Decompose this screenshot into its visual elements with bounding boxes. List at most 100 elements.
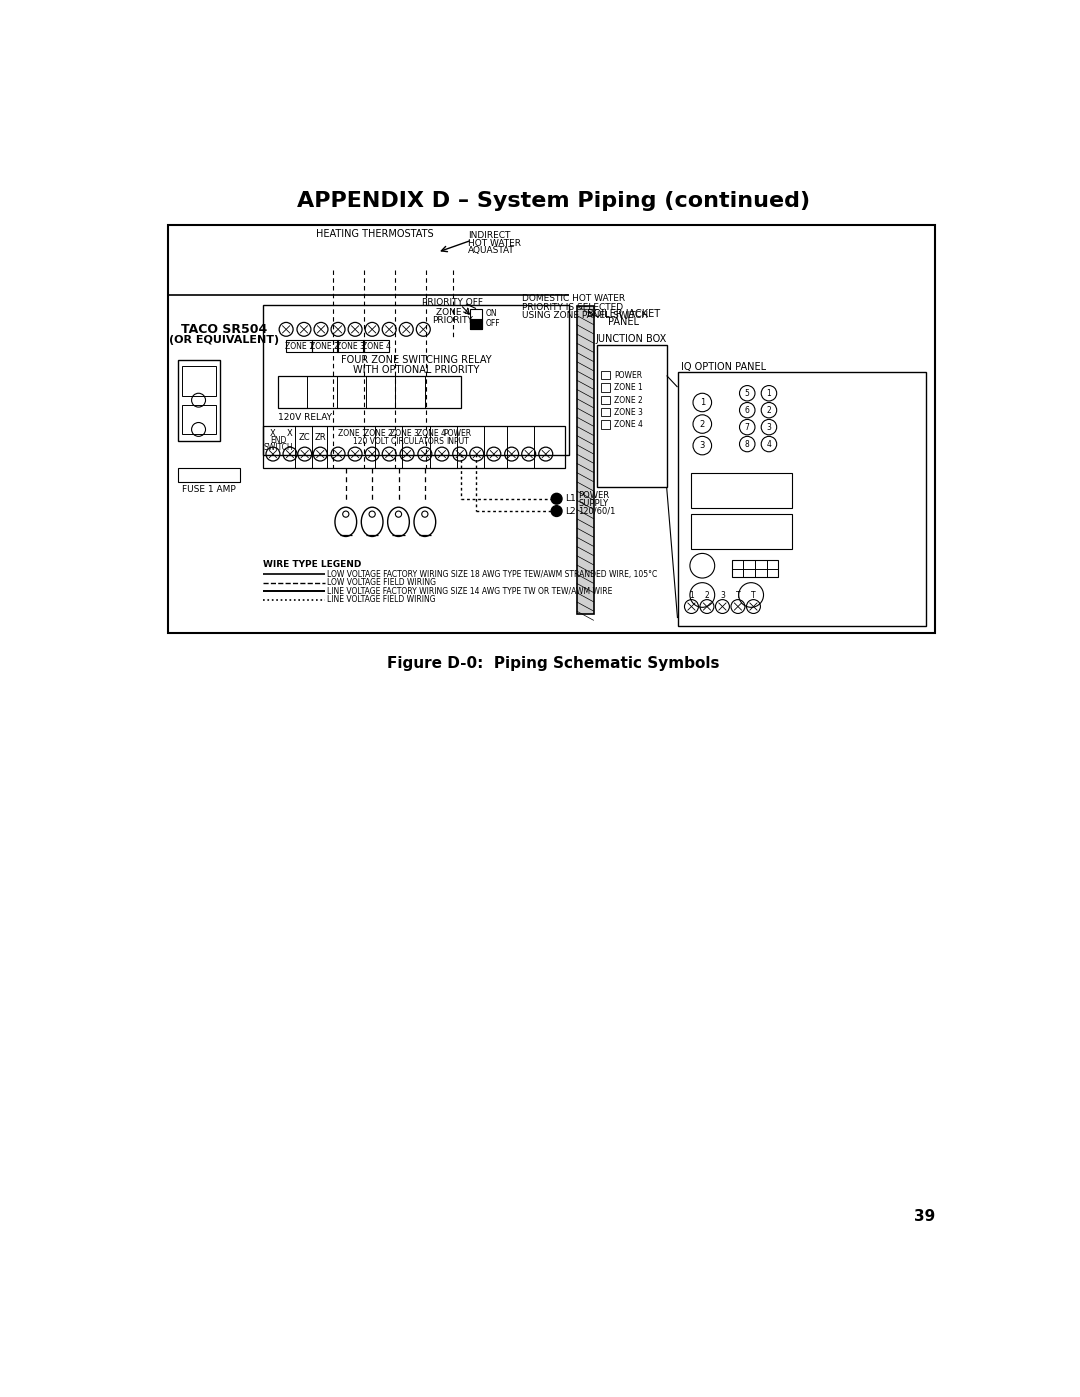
Text: LINE VOLTAGE FACTORY WIRING SIZE 14 AWG TYPE TW OR TEW/AWM WIRE: LINE VOLTAGE FACTORY WIRING SIZE 14 AWG … [327, 587, 612, 595]
Text: 2: 2 [700, 419, 705, 429]
Text: ZONE 1: ZONE 1 [285, 342, 313, 351]
Text: IQ OPTION PANEL: IQ OPTION PANEL [681, 362, 767, 372]
Text: WITH OPTIONAL PRIORITY: WITH OPTIONAL PRIORITY [353, 365, 480, 376]
Text: T: T [751, 591, 756, 601]
Bar [279, 376, 460, 408]
Text: BOILER JACKET: BOILER JACKET [586, 309, 660, 319]
Text: FUSE 1 AMP: FUSE 1 AMP [181, 485, 235, 495]
Text: ZONE 1: ZONE 1 [338, 429, 366, 437]
Text: ZONE 4: ZONE 4 [613, 420, 643, 429]
Text: ZONE 4: ZONE 4 [417, 429, 445, 437]
Bar [732, 560, 779, 577]
Text: POWER: POWER [613, 372, 643, 380]
Text: L2: L2 [565, 507, 576, 515]
Text: AQUASTAT: AQUASTAT [469, 246, 515, 256]
Bar [600, 383, 610, 391]
Text: ZONE 3: ZONE 3 [336, 342, 365, 351]
Text: 8: 8 [745, 440, 750, 448]
Text: JUNCTION BOX: JUNCTION BOX [595, 334, 666, 344]
Text: 3: 3 [767, 423, 771, 432]
Ellipse shape [362, 507, 383, 536]
Bar [262, 426, 565, 468]
Text: 3: 3 [700, 441, 705, 450]
Bar [337, 339, 364, 352]
Bar [363, 339, 389, 352]
Text: WIRE TYPE LEGEND: WIRE TYPE LEGEND [262, 560, 361, 569]
Bar [470, 320, 482, 330]
Text: PANEL: PANEL [608, 317, 638, 327]
Text: ZONE 2: ZONE 2 [613, 395, 643, 405]
Text: TACO SR504: TACO SR504 [181, 323, 267, 335]
Text: 3: 3 [720, 591, 725, 601]
Ellipse shape [414, 507, 435, 536]
Text: ON: ON [485, 309, 497, 317]
Bar [600, 408, 610, 416]
Bar [600, 372, 610, 380]
Bar [470, 309, 482, 330]
Bar [600, 395, 610, 404]
Text: L1: L1 [565, 495, 576, 503]
Text: FOUR ZONE SWITCHING RELAY: FOUR ZONE SWITCHING RELAY [340, 355, 491, 365]
Text: T: T [735, 591, 740, 601]
Text: END: END [270, 436, 286, 446]
Bar [312, 339, 338, 352]
Text: POWER: POWER [578, 492, 609, 500]
Bar [691, 514, 793, 549]
Text: PRIORITY OFF: PRIORITY OFF [422, 298, 483, 307]
Text: X: X [270, 429, 275, 437]
Text: PRIORITY IS SELECTED: PRIORITY IS SELECTED [523, 303, 623, 312]
Text: INDIRECT: INDIRECT [469, 231, 511, 240]
Text: (OR EQUIVALENT): (OR EQUIVALENT) [170, 335, 280, 345]
Text: APPENDIX D – System Piping (continued): APPENDIX D – System Piping (continued) [297, 191, 810, 211]
Text: ZONE 3: ZONE 3 [390, 429, 419, 437]
Text: 5: 5 [745, 388, 750, 398]
Text: ZC: ZC [299, 433, 311, 441]
Text: OFF: OFF [485, 320, 500, 328]
Text: 7: 7 [745, 423, 750, 432]
Text: HEATING THERMOSTATS: HEATING THERMOSTATS [316, 229, 434, 239]
Text: DOMESTIC HOT WATER: DOMESTIC HOT WATER [523, 293, 625, 303]
Bar [262, 305, 569, 455]
Text: INPUT: INPUT [446, 437, 469, 446]
Text: ZONE 3: ZONE 3 [613, 408, 643, 416]
Bar [181, 405, 216, 434]
Text: 1: 1 [700, 398, 705, 407]
Bar [577, 306, 594, 615]
Text: 2: 2 [704, 591, 710, 601]
Text: ZONE 4: ZONE 4 [435, 307, 470, 317]
Text: SWITCH: SWITCH [264, 443, 293, 453]
Text: 6: 6 [745, 405, 750, 415]
Ellipse shape [335, 507, 356, 536]
Text: LOW VOLTAGE FACTORY WIRING SIZE 18 AWG TYPE TEW/AWM STRANDED WIRE, 105°C: LOW VOLTAGE FACTORY WIRING SIZE 18 AWG T… [327, 570, 658, 578]
Bar [167, 225, 935, 633]
Bar [691, 474, 793, 509]
Text: SUPPLY: SUPPLY [578, 499, 608, 509]
Bar [177, 468, 240, 482]
Text: 4: 4 [767, 440, 771, 448]
Text: ZONE 4: ZONE 4 [362, 342, 391, 351]
Text: 120/60/1: 120/60/1 [578, 507, 616, 515]
Text: 39: 39 [914, 1208, 935, 1224]
Text: ZR: ZR [314, 433, 326, 441]
Text: LOW VOLTAGE FIELD WIRING: LOW VOLTAGE FIELD WIRING [327, 578, 436, 587]
Circle shape [551, 506, 562, 517]
Text: USING ZONE PANEL SWITCH: USING ZONE PANEL SWITCH [523, 312, 649, 320]
Text: HOT WATER: HOT WATER [469, 239, 522, 247]
Bar [677, 372, 926, 626]
Bar [177, 360, 220, 441]
Text: Figure D-0:  Piping Schematic Symbols: Figure D-0: Piping Schematic Symbols [388, 657, 719, 671]
Bar [286, 339, 312, 352]
Text: 1: 1 [689, 591, 693, 601]
Text: 120V RELAY: 120V RELAY [279, 412, 333, 422]
Text: 1: 1 [767, 388, 771, 398]
Circle shape [551, 493, 562, 504]
Bar [597, 345, 666, 488]
Text: 2: 2 [767, 405, 771, 415]
Text: PRIORITY: PRIORITY [432, 316, 473, 324]
Text: ZONE 1: ZONE 1 [613, 383, 643, 393]
Text: ZONE 2: ZONE 2 [364, 429, 393, 437]
Text: X: X [286, 429, 292, 437]
Ellipse shape [388, 507, 409, 536]
Bar [181, 366, 216, 395]
Text: 120 VOLT CIRCULATORS: 120 VOLT CIRCULATORS [353, 437, 444, 446]
